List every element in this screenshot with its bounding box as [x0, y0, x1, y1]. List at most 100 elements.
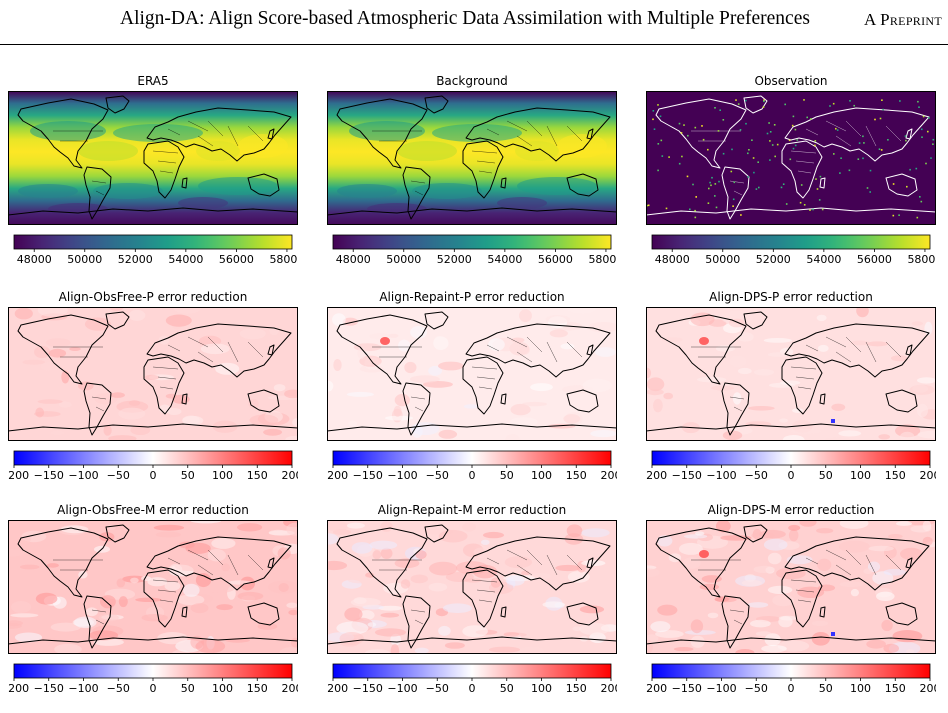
- error-patch: [582, 378, 612, 393]
- error-patch: [384, 415, 414, 421]
- error-patch: [896, 521, 912, 526]
- field-anomaly: [78, 141, 138, 161]
- observation-point: [714, 183, 717, 185]
- field-anomaly: [397, 141, 457, 161]
- error-patch: [257, 623, 278, 630]
- error-patch: [69, 347, 81, 351]
- observation-point: [878, 148, 881, 150]
- colorbar-tick-label: −100: [68, 469, 98, 482]
- error-patch: [817, 558, 832, 571]
- observation-point: [794, 128, 797, 131]
- observation-point: [737, 103, 740, 105]
- map-plot: [327, 520, 617, 654]
- observation-point: [932, 143, 934, 145]
- error-patch: [100, 595, 116, 609]
- error-patch: [400, 579, 411, 589]
- observation-point: [833, 153, 835, 155]
- north-america-outline: [336, 527, 428, 598]
- field-background: [646, 307, 936, 441]
- observation-point: [694, 216, 697, 219]
- error-patch: [428, 365, 442, 376]
- colorbar-tick-label: 54000: [487, 253, 522, 266]
- observation-point: [747, 152, 749, 155]
- error-patch: [653, 398, 663, 413]
- error-patch: [549, 329, 568, 338]
- north-america-outline: [17, 527, 109, 598]
- north-america-outline: [17, 314, 109, 385]
- error-patch: [790, 428, 822, 434]
- observation-point: [680, 132, 683, 134]
- error-patch: [816, 314, 827, 322]
- error-patch: [248, 399, 259, 409]
- error-patch: [54, 643, 82, 654]
- error-patch: [831, 403, 846, 411]
- observation-point: [874, 118, 876, 121]
- observation-point: [657, 104, 659, 106]
- observation-point: [832, 102, 835, 105]
- country-borders: [691, 549, 902, 625]
- colorbar-tick-label: −200: [327, 682, 348, 695]
- australia-outline: [566, 602, 599, 626]
- panel-align-repaint-p-error-reduction: Align-Repaint-P error reduction−200−150−…: [327, 290, 617, 500]
- africa-outline: [781, 569, 823, 628]
- observation-point: [905, 139, 907, 142]
- map-frame: [646, 91, 936, 225]
- field-anomaly: [412, 183, 482, 199]
- country-borders: [372, 336, 583, 412]
- error-patch: [838, 430, 862, 437]
- error-patch: [911, 321, 924, 326]
- error-patch: [359, 610, 375, 621]
- error-patch: [701, 575, 722, 583]
- error-patch: [438, 361, 464, 371]
- observation-point: [702, 138, 705, 141]
- error-patch: [239, 328, 266, 340]
- observation-point: [789, 158, 792, 161]
- observation-point: [652, 118, 654, 121]
- field-anomaly: [196, 141, 240, 161]
- error-patch: [166, 408, 182, 415]
- observation-point: [812, 208, 814, 211]
- error-patch: [737, 367, 752, 375]
- error-hotspot: [699, 550, 709, 558]
- error-patch: [347, 575, 372, 584]
- field-background: [8, 520, 298, 654]
- error-patch: [147, 577, 168, 587]
- panel-align-repaint-m-error-reduction: Align-Repaint-M error reduction−200−150−…: [327, 503, 617, 713]
- header-tag: A Preprint: [863, 10, 942, 29]
- eurasia-outline: [146, 323, 292, 378]
- colorbar-tick-label: 50: [181, 469, 195, 482]
- error-patch: [429, 561, 458, 576]
- colorbar-tick-label: −150: [672, 469, 702, 482]
- error-patch: [8, 549, 26, 557]
- colorbar: −200 −150 −100 −50 0 50 100 150 200: [646, 663, 936, 695]
- error-patch: [763, 538, 788, 551]
- error-patch: [899, 431, 915, 441]
- antarctica-outline: [8, 423, 298, 441]
- panel-title: Align-ObsFree-P error reduction: [58, 290, 248, 304]
- observation-point: [792, 115, 795, 118]
- error-patch: [881, 619, 893, 632]
- error-patch: [567, 571, 590, 583]
- map-plot: [327, 91, 617, 225]
- colorbar-tick-label: 150: [885, 469, 906, 482]
- colorbar-tick-label: 100: [850, 682, 871, 695]
- error-patch: [720, 535, 752, 541]
- panel-title: Align-DPS-M error reduction: [707, 503, 875, 517]
- observation-point: [714, 107, 716, 109]
- colorbar-tick-label: 56000: [857, 253, 892, 266]
- observation-point: [866, 187, 869, 189]
- observation-point: [692, 183, 694, 186]
- observation-point: [917, 100, 919, 103]
- colorbar-tick-label: 100: [531, 682, 552, 695]
- error-patch: [158, 335, 170, 345]
- error-patch: [788, 529, 799, 542]
- error-patch: [35, 592, 58, 605]
- error-patch: [530, 383, 553, 392]
- error-patch: [545, 315, 570, 324]
- observation-point: [915, 167, 918, 170]
- colorbar-tick-label: 50: [181, 682, 195, 695]
- observation-point: [862, 157, 864, 160]
- error-patch: [380, 521, 393, 532]
- observation-point: [689, 208, 691, 211]
- colorbar-tick-label: −150: [34, 682, 64, 695]
